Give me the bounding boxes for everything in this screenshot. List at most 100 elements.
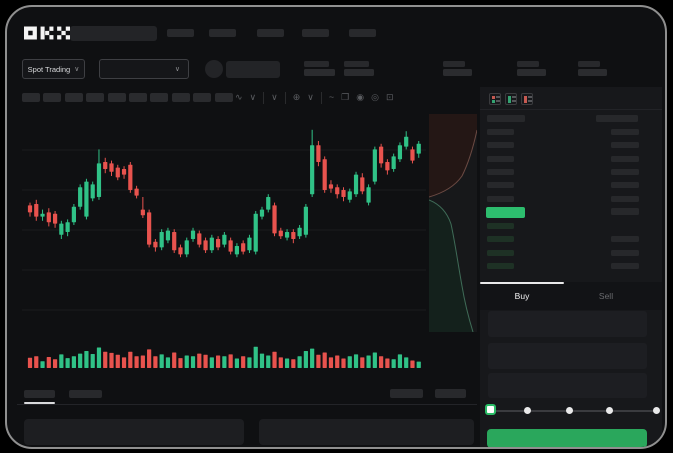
total-input-placeholder[interactable] — [488, 373, 647, 398]
drawing-tool-placeholder[interactable] — [64, 93, 83, 102]
open-orders-panel-placeholder — [24, 419, 244, 445]
book-view-bids-icon[interactable] — [505, 93, 517, 105]
slider-stop-dot[interactable] — [606, 407, 613, 414]
tab-buy[interactable]: Buy — [514, 291, 530, 301]
drawing-tool-placeholder[interactable] — [22, 93, 40, 102]
book-view-combined-icon[interactable] — [489, 93, 501, 105]
ask-amount-placeholder — [611, 195, 639, 202]
depth-bids-area — [429, 200, 473, 332]
slider-stop-dot[interactable] — [524, 407, 531, 414]
stat-value-placeholder — [304, 69, 335, 76]
nav-item-placeholder[interactable] — [349, 29, 376, 37]
drawing-tool-placeholder[interactable] — [43, 93, 62, 102]
tab-sell[interactable]: Sell — [598, 291, 614, 301]
drawing-tool-placeholder[interactable] — [193, 93, 212, 102]
ask-price-placeholder[interactable] — [487, 155, 514, 162]
indicator-chevron-icon[interactable]: ∨ — [271, 92, 278, 102]
book-header-price-placeholder — [487, 115, 525, 122]
compare-icon[interactable]: ⊕ — [292, 92, 301, 102]
stat-value-placeholder — [517, 69, 546, 76]
book-header-amount-placeholder — [596, 115, 638, 122]
ask-price-placeholder[interactable] — [487, 142, 514, 149]
chevron-down-icon: ∨ — [174, 65, 180, 73]
stat-label-placeholder — [304, 61, 329, 67]
amount-slider-handle[interactable] — [485, 404, 496, 415]
bottom-tab-placeholder[interactable] — [69, 390, 102, 398]
depth-asks-line — [429, 129, 477, 198]
ask-amount-placeholder — [611, 168, 639, 175]
bid-amount-placeholder — [611, 249, 639, 256]
nav-item-placeholder[interactable] — [257, 29, 284, 37]
candlestick-chart[interactable] — [22, 112, 426, 374]
pair-name-placeholder — [226, 61, 280, 78]
app-window: Spot Trading ∨ ∨ ∿ ∨ ∨ ⊕ ∨ ~ ❐ ◉ ◎ ⊡ — [5, 5, 667, 449]
bottom-control-placeholder[interactable] — [390, 389, 423, 398]
nav-item-placeholder[interactable] — [209, 29, 236, 37]
ask-amount-placeholder — [611, 129, 639, 135]
bid-price-placeholder[interactable] — [487, 223, 514, 229]
slider-stop-dot[interactable] — [653, 407, 660, 414]
ask-amount-placeholder — [611, 155, 639, 162]
drawing-tool-placeholder[interactable] — [150, 93, 169, 102]
pair-selector-dropdown[interactable]: ∨ — [99, 59, 189, 79]
candle-style-icon[interactable]: ∿ — [235, 92, 243, 102]
amount-slider-track[interactable] — [489, 410, 657, 412]
layers-icon[interactable]: ❐ — [341, 92, 350, 102]
chevron-down-icon[interactable]: ∨ — [249, 92, 257, 102]
buy-submit-button[interactable] — [487, 429, 647, 447]
drawing-tool-placeholder[interactable] — [129, 93, 147, 102]
ask-price-placeholder[interactable] — [487, 168, 514, 175]
orderbook-panel: Buy Sell — [480, 87, 662, 447]
depth-asks-area — [429, 114, 477, 197]
chevron-down-icon[interactable]: ∨ — [307, 92, 314, 102]
ask-amount-placeholder — [611, 142, 639, 149]
drawing-tool-placeholder[interactable] — [86, 93, 105, 102]
last-price-highlight[interactable] — [486, 207, 525, 218]
divider — [17, 404, 477, 405]
line-tool-icon[interactable]: ~ — [328, 92, 335, 102]
okx-logo[interactable] — [24, 26, 70, 40]
drawing-tool-placeholder[interactable] — [107, 93, 126, 102]
bid-price-placeholder[interactable] — [487, 236, 514, 243]
stat-value-placeholder — [344, 69, 374, 76]
amount-input-placeholder[interactable] — [488, 343, 647, 369]
stat-value-placeholder — [578, 69, 607, 76]
stat-label-placeholder — [443, 61, 465, 67]
settings-icon[interactable]: ◎ — [371, 92, 379, 102]
drawing-tool-placeholder[interactable] — [214, 93, 233, 102]
market-type-label: Spot Trading — [27, 64, 71, 74]
last-price-amount-placeholder — [611, 208, 639, 215]
chevron-down-icon: ∨ — [74, 65, 80, 73]
market-type-selector[interactable]: Spot Trading ∨ — [22, 59, 85, 79]
book-view-asks-icon[interactable] — [521, 93, 533, 105]
depth-bids-line — [429, 199, 474, 332]
pair-title-placeholder — [70, 26, 157, 41]
divider — [320, 91, 322, 104]
stat-label-placeholder — [578, 61, 600, 67]
price-input-placeholder[interactable] — [488, 311, 647, 337]
bid-price-placeholder[interactable] — [487, 262, 514, 269]
stat-label-placeholder — [517, 61, 539, 67]
ask-price-placeholder[interactable] — [487, 182, 514, 189]
depth-chart[interactable] — [429, 114, 477, 332]
bid-amount-placeholder — [611, 262, 639, 269]
bid-price-placeholder[interactable] — [487, 249, 514, 256]
chart-toolbar-icons: ∿ ∨ ∨ ⊕ ∨ ~ ❐ ◉ ◎ ⊡ — [235, 90, 393, 105]
ask-price-placeholder[interactable] — [487, 195, 514, 202]
bottom-tab-placeholder[interactable] — [24, 390, 55, 398]
bottom-control-placeholder[interactable] — [435, 389, 466, 398]
ask-price-placeholder[interactable] — [487, 129, 514, 135]
stat-value-placeholder — [443, 69, 472, 76]
divider — [480, 109, 662, 110]
nav-item-placeholder[interactable] — [167, 29, 194, 37]
active-bottom-tab-indicator — [24, 402, 55, 404]
divider — [263, 91, 265, 104]
snapshot-icon[interactable]: ◉ — [356, 92, 365, 102]
stat-label-placeholder — [344, 61, 369, 67]
slider-stop-dot[interactable] — [566, 407, 573, 414]
order-history-panel-placeholder — [259, 419, 474, 445]
drawing-tool-placeholder[interactable] — [171, 93, 190, 102]
divider — [284, 91, 286, 104]
fullscreen-icon[interactable]: ⊡ — [385, 92, 394, 102]
nav-item-placeholder[interactable] — [302, 29, 329, 37]
